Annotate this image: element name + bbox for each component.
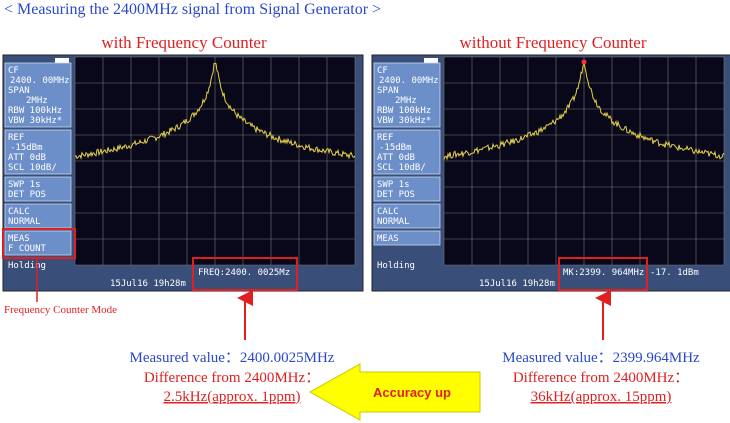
page-title: < Measuring the 2400MHz signal from Sign… [4, 1, 381, 18]
menu-text: F COUNT [8, 244, 47, 254]
menu-text: SWP 1s [377, 180, 410, 190]
menu-text: 2MHz [26, 96, 48, 106]
menu-button [373, 129, 441, 175]
menu-text: CALC [377, 207, 399, 217]
screen-heading: without Frequency Counter [460, 33, 647, 52]
status-text: Holding [377, 261, 415, 271]
menu-text: CALC [8, 207, 30, 217]
menu-text: MEAS [8, 234, 30, 244]
status-text: Holding [8, 261, 46, 271]
menu-button [373, 176, 441, 202]
menu-text: REF [8, 133, 24, 143]
highlight-box [2, 228, 76, 259]
menu-button [4, 62, 72, 128]
readout: FREQ:2400. 0025Mz [198, 268, 290, 278]
battery-icon [55, 58, 69, 63]
timestamp: 15Jul16 19h28m [479, 279, 555, 289]
menu-text: 2400. 00MHz [379, 76, 439, 86]
menu-text: DET POS [377, 190, 415, 200]
menu-button [4, 230, 72, 256]
battery-icon [424, 58, 438, 63]
measured-value: Measured value：2400.0025MHz [130, 350, 335, 366]
menu-text: VBW 30kHz* [377, 116, 431, 126]
menu-text: SCL 10dB/ [377, 163, 426, 173]
menu-button [4, 203, 72, 229]
menu-text: NORMAL [8, 217, 41, 227]
menu-text: NORMAL [377, 217, 410, 227]
readout: -17. 1dBm [650, 268, 699, 278]
menu-text: 2400. 00MHz [10, 76, 70, 86]
marker [581, 59, 587, 65]
menu-text: SPAN [8, 86, 30, 96]
screen-heading: with Frequency Counter [101, 33, 267, 52]
difference-label: Difference from 2400MHz： [513, 370, 689, 386]
menu-text: -15dBm [10, 143, 43, 153]
arrow-label: Accuracy up [373, 385, 451, 400]
menu-button [373, 203, 441, 229]
menu-text: VBW 30kHz* [8, 116, 62, 126]
menu-button [373, 230, 441, 246]
menu-text: DET POS [8, 190, 46, 200]
menu-button [373, 62, 441, 128]
measured-value: Measured value：2399.964MHz [502, 350, 700, 366]
menu-text: CF [8, 66, 19, 76]
menu-text: MEAS [377, 234, 399, 244]
menu-text: SPAN [377, 86, 399, 96]
difference-value: 2.5kHz(approx. 1ppm) [163, 389, 300, 405]
menu-text: REF [377, 133, 393, 143]
menu-text: SWP 1s [8, 180, 41, 190]
menu-text: -15dBm [379, 143, 412, 153]
menu-text: SCL 10dB/ [8, 163, 57, 173]
menu-text: RBW 100kHz [8, 106, 62, 116]
menu-button [4, 129, 72, 175]
difference-value: 36kHz(approx. 15ppm) [531, 389, 672, 405]
trace [74, 62, 356, 160]
menu-button [4, 176, 72, 202]
menu-text: ATT 0dB [8, 153, 46, 163]
menu-text: RBW 100kHz [377, 106, 431, 116]
accuracy-arrow [308, 363, 481, 421]
menu-text: 2MHz [395, 96, 417, 106]
difference-label: Difference from 2400MHz： [144, 370, 320, 386]
mode-note: Frequency Counter Mode [4, 304, 117, 316]
readout: MK:2399. 964MHz [563, 268, 644, 278]
menu-text: CF [377, 66, 388, 76]
menu-text: ATT 0dB [377, 153, 415, 163]
timestamp: 15Jul16 19h28m [110, 279, 186, 289]
